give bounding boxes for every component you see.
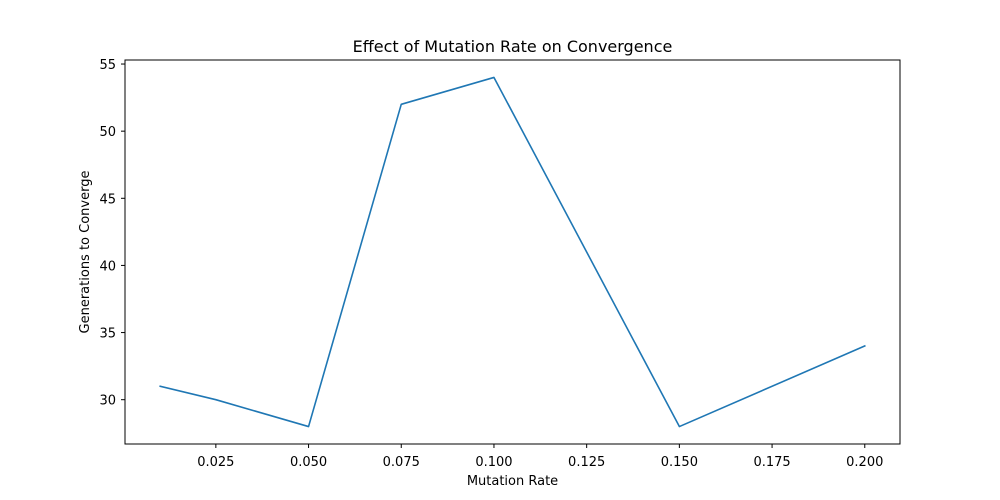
plot-area (159, 76, 866, 428)
y-tick-label: 50 (99, 125, 116, 140)
x-tick-label: 0.050 (290, 455, 327, 470)
y-tick-label: 40 (99, 259, 116, 274)
series-line-0 (159, 76, 866, 428)
y-tick-label: 45 (99, 192, 116, 207)
x-tick-label: 0.025 (197, 455, 234, 470)
x-tick-label: 0.200 (846, 455, 883, 470)
x-tick-label: 0.100 (475, 455, 512, 470)
y-tick-label: 35 (99, 327, 116, 342)
chart-title: Effect of Mutation Rate on Convergence (353, 37, 673, 56)
x-tick-label: 0.175 (753, 455, 790, 470)
axes-frame (124, 59, 901, 445)
x-tick-label: 0.150 (661, 455, 698, 470)
x-axis-label: Mutation Rate (467, 474, 558, 489)
y-axis-label: Generations to Converge (78, 171, 93, 334)
y-tick-label: 55 (99, 58, 116, 73)
x-tick-label: 0.075 (383, 455, 420, 470)
y-tick-label: 30 (99, 394, 116, 409)
x-axis: 0.025 0.050 0.075 0.100 0.125 0.150 0.175 0.200 (197, 444, 883, 470)
x-tick-label: 0.125 (568, 455, 605, 470)
y-axis: 30 35 40 45 50 55 (99, 58, 125, 409)
